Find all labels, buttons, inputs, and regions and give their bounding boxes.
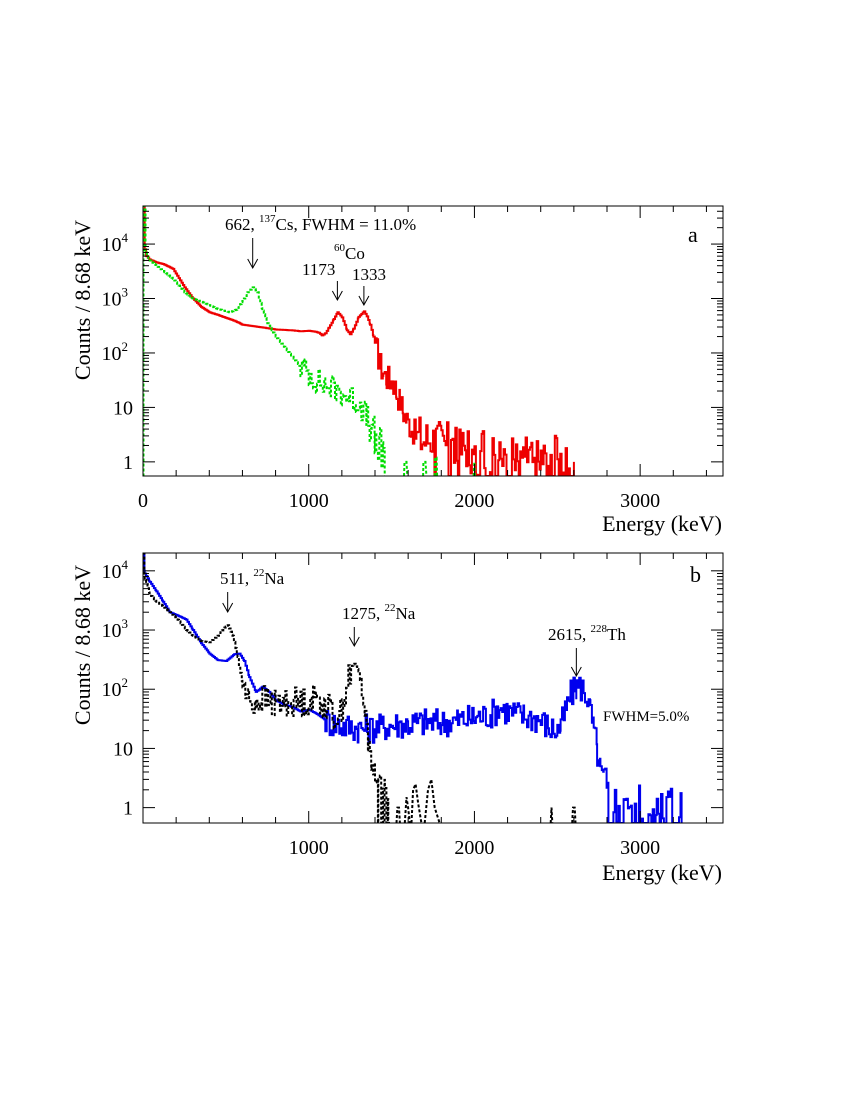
panel-b-x-ticks: 1000 2000 3000 — [142, 553, 707, 859]
y-tick-label: 102 — [102, 339, 129, 365]
annotation-na22-511: 511, 22Na — [220, 567, 285, 588]
panel-b-y-axis-label: Counts / 8.68 keV — [70, 565, 95, 725]
panel-a-x-axis-label: Energy (keV) — [602, 511, 722, 536]
annotation-arrowhead — [358, 295, 370, 307]
x-tick-label: 3000 — [620, 490, 660, 512]
y-tick-label: 10 — [113, 738, 133, 760]
panel-b-series-2-fragment — [549, 807, 554, 823]
panel-a-y-axis-label: Counts / 8.68 keV — [70, 220, 95, 380]
panel-b-series-2-fragment — [423, 779, 441, 823]
panel-a-x-ticks: 0 1000 2000 3000 — [138, 206, 707, 512]
annotation-cs137: 662, 137Cs, FWHM = 11.0% — [225, 213, 416, 234]
y-tick-label: 103 — [102, 285, 129, 311]
panel-b-series-2-line — [143, 553, 392, 823]
panel-a-series-2-fragment — [422, 460, 428, 476]
panel-b-chart: 1000 2000 3000 1 10 102 103 104 b Counts / 8.6… — [70, 552, 724, 885]
annotation-arrowhead — [247, 258, 259, 270]
y-tick-label: 102 — [102, 675, 129, 701]
panel-a-label: a — [688, 222, 698, 247]
panel-b-series-2-fragment — [571, 806, 577, 823]
panel-a-frame — [142, 205, 724, 477]
panel-a-arrows — [247, 238, 370, 307]
panel-a-series-2-fragment — [403, 460, 409, 476]
panel-b-series-2-fragment — [403, 797, 411, 823]
annotation-na22-1275: 1275, 22Na — [342, 602, 416, 623]
panel-b-frame — [142, 552, 724, 824]
panel-a-series-group — [143, 206, 575, 476]
annotation-arrowhead — [222, 602, 234, 614]
panel-a-series-2-line — [143, 206, 386, 476]
y-tick-label: 1 — [123, 452, 133, 474]
panel-b-series-2-fragment — [410, 780, 423, 823]
y-tick-label: 1 — [123, 798, 133, 820]
annotation-1333: 1333 — [352, 265, 386, 284]
x-tick-label: 1000 — [289, 837, 329, 859]
panel-b-series-2-fragment — [395, 806, 401, 823]
panel-b-label: b — [690, 562, 701, 587]
panel-b-y-ticks: 1 10 102 103 104 — [102, 552, 723, 820]
x-tick-label: 2000 — [454, 837, 494, 859]
panel-a-chart: 0 1000 2000 3000 1 10 102 103 104 a Counts / 8.… — [70, 205, 724, 536]
y-tick-label: 103 — [102, 616, 129, 642]
panel-b-arrows — [222, 592, 582, 678]
annotation-1173: 1173 — [302, 260, 335, 279]
panel-b-series-1-line — [143, 553, 683, 823]
y-tick-label: 104 — [102, 557, 129, 583]
x-tick-label: 0 — [138, 490, 148, 512]
x-tick-label: 3000 — [620, 837, 660, 859]
panel-a-y-ticks: 1 10 102 103 104 — [102, 205, 723, 474]
panel-b-series-group — [143, 553, 683, 823]
annotation-co60: 60Co — [334, 242, 365, 263]
annotation-arrowhead — [570, 666, 582, 678]
panel-a-series-1-line — [143, 206, 575, 476]
x-tick-label: 2000 — [454, 490, 494, 512]
y-tick-label: 104 — [102, 230, 129, 256]
annotation-arrowhead — [331, 290, 343, 302]
x-tick-label: 1000 — [289, 490, 329, 512]
panel-b-x-axis-label: Energy (keV) — [602, 860, 722, 885]
y-tick-label: 10 — [113, 397, 133, 419]
annotation-fwhm-5: FWHM=5.0% — [603, 709, 689, 725]
annotation-arrowhead — [348, 636, 360, 648]
annotation-th228: 2615, 228Th — [548, 623, 626, 644]
